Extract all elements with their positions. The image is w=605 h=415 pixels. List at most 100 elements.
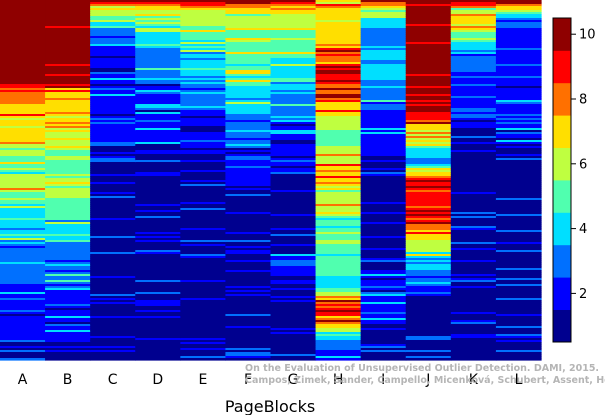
heatmap-cell bbox=[45, 206, 91, 209]
heatmap-cell bbox=[495, 324, 542, 327]
heatmap-cell bbox=[180, 158, 227, 161]
heatmap-cell bbox=[450, 62, 497, 65]
heatmap-cell bbox=[315, 312, 362, 315]
heatmap-cell bbox=[225, 90, 272, 93]
heatmap-cell bbox=[135, 352, 181, 355]
heatmap-cell bbox=[315, 56, 362, 59]
heatmap-cell bbox=[225, 4, 272, 7]
heatmap-cell bbox=[0, 272, 46, 275]
heatmap-cell bbox=[270, 248, 317, 251]
heatmap-cell bbox=[495, 308, 542, 311]
heatmap-cell bbox=[360, 162, 407, 165]
heatmap-cell bbox=[270, 76, 317, 79]
heatmap-cell bbox=[225, 240, 272, 243]
heatmap-cell bbox=[135, 274, 181, 277]
heatmap-cell bbox=[135, 18, 181, 21]
heatmap-cell bbox=[360, 244, 407, 247]
heatmap-cell bbox=[450, 94, 497, 97]
heatmap-cell bbox=[360, 358, 407, 361]
heatmap-cell bbox=[135, 78, 181, 81]
heatmap-cell bbox=[135, 246, 181, 249]
heatmap-cell bbox=[225, 220, 272, 223]
heatmap-cell bbox=[450, 78, 497, 81]
heatmap-cell bbox=[225, 86, 272, 89]
heatmap-cell bbox=[270, 236, 317, 239]
heatmap-cell bbox=[405, 80, 452, 83]
heatmap-cell bbox=[405, 24, 452, 27]
heatmap-cell bbox=[135, 252, 181, 255]
heatmap-cell bbox=[180, 324, 227, 327]
heatmap-cell bbox=[90, 168, 136, 171]
heatmap-cell bbox=[495, 354, 542, 357]
heatmap-cell bbox=[225, 356, 272, 359]
heatmap-cell bbox=[45, 284, 91, 287]
heatmap-cell bbox=[45, 264, 91, 267]
heatmap-cell bbox=[360, 18, 407, 21]
heatmap-cell bbox=[360, 116, 407, 119]
heatmap-cell bbox=[0, 244, 46, 247]
heatmap-cell bbox=[450, 52, 497, 55]
heatmap-cell bbox=[315, 204, 362, 207]
heatmap-cell bbox=[495, 196, 542, 199]
heatmap-cell bbox=[45, 318, 91, 321]
heatmap-cell bbox=[90, 296, 136, 299]
heatmap-cell bbox=[315, 104, 362, 107]
heatmap-cell bbox=[405, 42, 452, 45]
heatmap-cell bbox=[360, 40, 407, 43]
heatmap-cell bbox=[45, 246, 91, 249]
heatmap-cell bbox=[45, 182, 91, 185]
heatmap-cell bbox=[405, 240, 452, 243]
heatmap-cell bbox=[0, 108, 46, 111]
heatmap-cell bbox=[225, 304, 272, 307]
heatmap-cell bbox=[270, 162, 317, 165]
heatmap-cell bbox=[135, 354, 181, 357]
heatmap-cell bbox=[495, 100, 542, 103]
heatmap-cell bbox=[45, 298, 91, 301]
heatmap-cell bbox=[0, 208, 46, 211]
heatmap-cell bbox=[90, 78, 136, 81]
heatmap-cell bbox=[315, 228, 362, 231]
heatmap-cell bbox=[360, 88, 407, 91]
colorbar-tick-label: 6 bbox=[579, 157, 587, 172]
heatmap-cell bbox=[495, 6, 542, 9]
heatmap-cell bbox=[0, 304, 46, 307]
heatmap-cell bbox=[495, 138, 542, 141]
heatmap-cell bbox=[45, 128, 91, 131]
heatmap-cell bbox=[315, 240, 362, 243]
heatmap-cell bbox=[90, 28, 136, 31]
heatmap-cell bbox=[225, 226, 272, 229]
heatmap-cell bbox=[225, 292, 272, 295]
heatmap-cell bbox=[45, 168, 91, 171]
heatmap-cell bbox=[315, 148, 362, 151]
heatmap-cell bbox=[135, 118, 181, 121]
heatmap-cell bbox=[495, 16, 542, 19]
heatmap-cell bbox=[315, 100, 362, 103]
heatmap-cell bbox=[225, 348, 272, 351]
heatmap-cell bbox=[135, 314, 181, 317]
heatmap-cell bbox=[405, 228, 452, 231]
heatmap-cell bbox=[225, 268, 272, 271]
heatmap-cell bbox=[45, 142, 91, 145]
heatmap-cell bbox=[405, 190, 452, 193]
heatmap-cell bbox=[135, 294, 181, 297]
heatmap-cell bbox=[270, 244, 317, 247]
heatmap-cell bbox=[450, 22, 497, 25]
heatmap-cell bbox=[45, 94, 91, 97]
heatmap-cell bbox=[0, 62, 46, 65]
heatmap-cell bbox=[0, 172, 46, 175]
heatmap-cell bbox=[450, 108, 497, 111]
heatmap-cell bbox=[315, 278, 362, 281]
heatmap-cell bbox=[405, 208, 452, 211]
heatmap-cell bbox=[225, 278, 272, 281]
heatmap-cell bbox=[0, 34, 46, 37]
heatmap-cell bbox=[135, 258, 181, 261]
heatmap-cell bbox=[270, 102, 317, 105]
heatmap-cell bbox=[270, 338, 317, 341]
heatmap-cell bbox=[360, 248, 407, 251]
heatmap-cell bbox=[405, 152, 452, 155]
heatmap-cell bbox=[45, 108, 91, 111]
heatmap-cell bbox=[45, 76, 91, 79]
heatmap-cell bbox=[90, 92, 136, 95]
heatmap-cell bbox=[315, 106, 362, 109]
heatmap-cell bbox=[135, 264, 181, 267]
